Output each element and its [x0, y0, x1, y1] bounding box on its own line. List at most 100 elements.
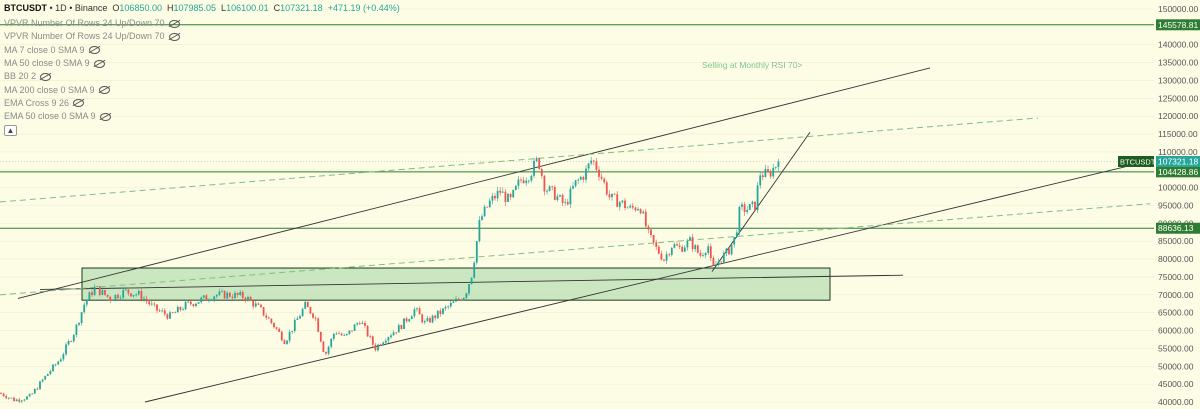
candle-body [374, 344, 377, 351]
candle-body [249, 297, 252, 301]
price-axis-tick: 45000.00 [1158, 379, 1194, 389]
candle-body [257, 303, 260, 305]
eye-hidden-icon[interactable] [98, 86, 110, 95]
candle-body [379, 344, 382, 346]
candle-body [410, 316, 413, 320]
candle-body [2, 393, 5, 397]
candle-body [205, 295, 208, 301]
candle-body [200, 297, 203, 303]
candle-body [611, 193, 613, 198]
candle-body [725, 248, 728, 253]
candle-body [358, 323, 361, 324]
candle-body [704, 253, 707, 256]
candle-body [598, 169, 600, 177]
eye-hidden-icon[interactable] [168, 32, 180, 41]
indicator-row[interactable]: VPVR Number Of Rows 24 Up/Down 70 [4, 30, 400, 43]
candle-body [709, 246, 712, 259]
price-axis-tick: 130000.00 [1158, 75, 1198, 85]
candle-body [559, 195, 561, 197]
candle-body [413, 309, 416, 317]
candle-body [743, 204, 746, 212]
candle-body [195, 303, 197, 307]
candle-body [738, 206, 741, 233]
symbol[interactable]: BTCUSDT [4, 3, 47, 13]
candle-body [280, 331, 283, 341]
candle-body [309, 307, 312, 314]
eye-hidden-icon[interactable] [73, 99, 85, 108]
candle-body [769, 171, 772, 177]
candle-body [754, 201, 756, 211]
candle-body [478, 219, 481, 242]
candle-body [707, 246, 710, 254]
candle-body [720, 261, 723, 263]
candle-body [62, 354, 65, 360]
candle-body [538, 158, 541, 169]
candle-body [556, 196, 559, 200]
candle-body [761, 175, 764, 178]
indicator-row[interactable]: MA 200 close 0 SMA 9 [4, 83, 400, 96]
candle-body [717, 261, 720, 265]
candle-body [223, 290, 226, 299]
candle-body [491, 195, 494, 201]
candle-body [686, 240, 689, 248]
candle-body [631, 205, 634, 208]
candle-body [678, 245, 681, 247]
price-axis-tick: 150000.00 [1158, 4, 1198, 14]
candle-body [122, 289, 125, 298]
candle-body [221, 290, 223, 292]
candle-body [561, 195, 564, 203]
candle-body [296, 318, 299, 320]
indicator-row[interactable]: MA 50 close 0 SMA 9 [4, 57, 400, 70]
interval[interactable]: 1D [55, 3, 67, 13]
candle-body [748, 204, 751, 210]
candle-body [395, 332, 398, 334]
candle-body [366, 325, 369, 337]
candle-body [509, 193, 512, 198]
candle-body [756, 185, 759, 211]
candle-body [488, 200, 491, 208]
eye-hidden-icon[interactable] [88, 46, 100, 55]
candle-body [637, 209, 639, 211]
candle-body [759, 175, 762, 186]
low-value: 106100.01 [226, 3, 269, 13]
candle-body [117, 294, 119, 299]
eye-hidden-icon[interactable] [168, 19, 180, 28]
indicator-row[interactable]: EMA 50 close 0 SMA 9 [4, 110, 400, 123]
candle-body [91, 292, 93, 296]
candle-body [397, 325, 400, 333]
indicator-row[interactable]: VPVR Number Of Rows 24 Up/Down 70 [4, 17, 400, 30]
candle-body [239, 292, 242, 295]
candle-body [132, 295, 135, 297]
eye-hidden-icon[interactable] [93, 59, 105, 68]
candle-body [473, 262, 476, 278]
candle-body [231, 296, 234, 299]
candle-body [247, 297, 249, 301]
candle-body [340, 333, 343, 336]
indicator-row[interactable]: MA 7 close 0 SMA 9 [4, 44, 400, 57]
candle-body [522, 180, 525, 184]
grid [0, 8, 1154, 403]
candle-body [470, 277, 473, 285]
chart-annotation: Selling at Monthly RSI 70> [702, 60, 802, 70]
candle-body [70, 340, 73, 342]
candles [0, 156, 780, 404]
eye-hidden-icon[interactable] [40, 72, 52, 81]
candle-body [192, 304, 195, 307]
eye-hidden-icon[interactable] [99, 112, 111, 121]
candle-body [535, 158, 538, 161]
candle-body [353, 324, 356, 331]
candle-body [548, 186, 551, 191]
candle-body [286, 340, 288, 344]
indicator-row[interactable]: BB 20 2 [4, 70, 400, 83]
candle-body [728, 248, 730, 255]
candle-body [265, 315, 268, 318]
candle-body [772, 167, 775, 177]
collapse-legend-button[interactable]: ▲ [4, 125, 17, 137]
candle-body [426, 318, 429, 322]
candle-body [691, 237, 694, 250]
candle-body [262, 307, 265, 316]
indicator-row[interactable]: EMA Cross 9 26 [4, 97, 400, 110]
last-price-label: 107321.18 [1158, 156, 1198, 166]
candle-body [577, 179, 580, 181]
